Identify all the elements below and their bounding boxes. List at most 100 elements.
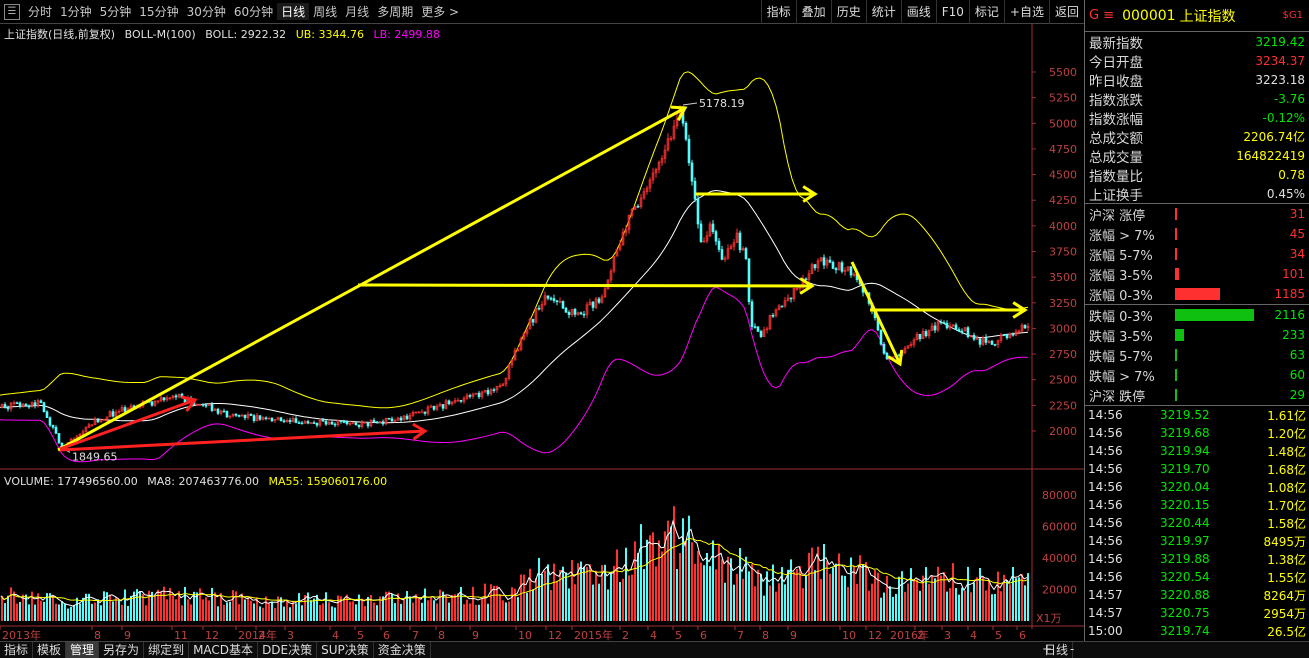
kline-chart[interactable]: 上证指数(日线,前复权) BOLL-M(100) BOLL: 2922.32 U…	[0, 24, 1084, 641]
bottom-tab[interactable]: SUP决策	[317, 642, 374, 658]
candle-body	[78, 433, 82, 437]
period-tab[interactable]: 分时	[28, 5, 53, 19]
candle-body	[336, 420, 340, 426]
candle-body	[198, 404, 202, 406]
tool-button[interactable]: 历史	[830, 0, 866, 24]
tool-button[interactable]: 统计	[865, 0, 901, 24]
candle-body	[936, 321, 940, 331]
zoom-in-button[interactable]: +	[1042, 642, 1053, 656]
period-tab[interactable]: 15分钟	[139, 5, 179, 19]
candle-body	[927, 330, 931, 337]
zoom-out-button[interactable]: -	[1070, 642, 1075, 656]
period-tab[interactable]: 60分钟	[233, 5, 274, 19]
dist-value: 34	[1289, 247, 1305, 261]
tool-button[interactable]: +自选	[1003, 0, 1049, 24]
tick-volume: 1.70亿	[1267, 498, 1306, 513]
candle-body	[939, 321, 943, 324]
menu-icon[interactable]: ☰	[4, 3, 20, 20]
quote-marker: G ≡	[1089, 8, 1115, 23]
volume-bar	[862, 564, 864, 621]
candle-body	[984, 337, 988, 343]
period-tab[interactable]: 更多 >	[421, 5, 460, 19]
tool-button[interactable]: 返回	[1048, 0, 1084, 24]
volume-bar	[127, 605, 129, 621]
volume-bar	[877, 572, 879, 621]
period-tab[interactable]: 周线	[313, 5, 338, 19]
tool-button[interactable]: 画线	[900, 0, 936, 24]
price-tick-label: 4000	[1049, 220, 1077, 233]
candle-body	[507, 364, 511, 379]
bottom-tab[interactable]: 资金决策	[374, 642, 431, 658]
candle-body	[1008, 333, 1012, 339]
period-tab[interactable]: 30分钟	[186, 5, 226, 19]
candle-body	[243, 414, 247, 419]
period-tab[interactable]: 5分钟	[99, 5, 132, 19]
volume-bar	[688, 515, 690, 621]
bottom-tab[interactable]: DDE决策	[258, 642, 318, 658]
volume-bar	[73, 605, 75, 621]
index-title: 上证指数(日线,前复权)	[4, 28, 116, 41]
volume-bar	[340, 596, 342, 621]
candle-body	[411, 411, 415, 416]
candle-body	[819, 257, 823, 262]
volume-bar	[592, 584, 594, 621]
candle-body	[1020, 324, 1024, 332]
volume-bar	[958, 594, 960, 621]
candle-body	[594, 298, 598, 308]
volume-bar	[121, 604, 123, 621]
tool-button[interactable]: 指标	[760, 0, 796, 24]
volume-bar	[337, 595, 339, 621]
candle-body	[399, 417, 403, 421]
x-tick-label: 6	[700, 629, 707, 641]
volume-bar	[709, 566, 711, 621]
bottom-tab[interactable]: 管理	[66, 642, 100, 658]
bottom-tab[interactable]: 另存为	[99, 642, 145, 658]
candle-body	[972, 334, 976, 340]
candle-body	[603, 288, 607, 298]
period-tab[interactable]: 1分钟	[60, 5, 92, 19]
candle-body	[729, 246, 733, 249]
candle-body	[1026, 325, 1030, 329]
bottom-tab[interactable]: 绑定到	[144, 642, 190, 658]
volume-bar	[571, 559, 573, 621]
tick-list[interactable]: 14:56 3219.52 1.61亿 14:56 3219.68 1.20亿 14:56 3…	[1085, 405, 1309, 658]
volume-bar	[1009, 584, 1011, 621]
period-tab[interactable]: 多周期	[377, 5, 414, 19]
candle-body	[717, 240, 721, 250]
volume-bar	[841, 575, 843, 621]
bottom-tab[interactable]: 指标	[0, 642, 34, 658]
volume-bar	[418, 596, 420, 621]
candle-body	[330, 421, 334, 425]
candle-body	[333, 423, 337, 426]
candle-body	[393, 420, 397, 422]
candle-body	[912, 339, 916, 345]
tick-price: 3219.74	[1160, 624, 1210, 638]
price-tick-label: 3500	[1049, 271, 1077, 284]
support-arrow-mid-head	[799, 277, 815, 295]
tool-button[interactable]: 叠加	[795, 0, 831, 24]
dist-bar	[1175, 288, 1220, 300]
candle-body	[354, 422, 358, 426]
period-tab[interactable]: 月线	[345, 5, 370, 19]
period-tab[interactable]: 日线	[277, 3, 310, 20]
candle-body	[978, 338, 982, 345]
candle-body	[960, 330, 964, 333]
volume-bar	[499, 594, 501, 621]
chart-canvas[interactable]: 5500525050004750450042504000375035003250…	[0, 24, 1084, 641]
candle-body	[534, 307, 538, 323]
tick-time: 14:56	[1088, 570, 1123, 584]
volume-bar	[604, 564, 606, 621]
tool-button[interactable]: F10	[935, 0, 969, 24]
bottom-tab[interactable]: 模板	[33, 642, 67, 658]
volume-bar	[1024, 585, 1026, 621]
tool-button[interactable]: 标记	[968, 0, 1004, 24]
indicator-name[interactable]: BOLL-M(100)	[124, 28, 196, 41]
volume-bar	[370, 595, 372, 621]
candle-body	[288, 420, 292, 422]
candle-body	[276, 417, 280, 420]
candle-body	[246, 413, 250, 419]
bottom-tab[interactable]: MACD基本	[189, 642, 259, 658]
volume-bar	[133, 591, 135, 621]
period-label[interactable]: 日线	[1040, 642, 1074, 658]
volume-bar	[817, 546, 819, 621]
